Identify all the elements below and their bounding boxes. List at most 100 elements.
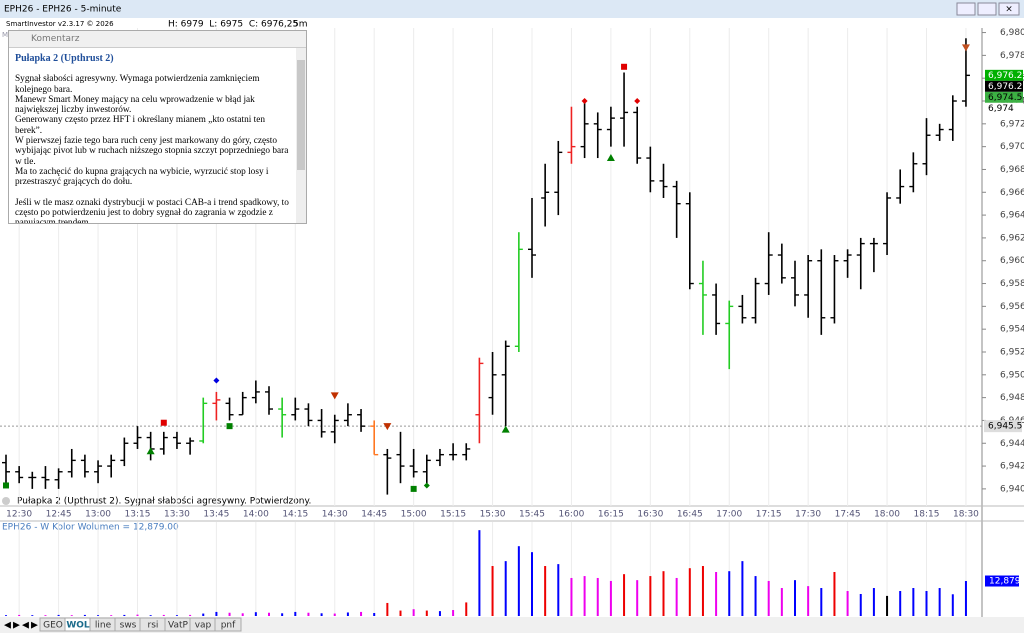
volume-bar xyxy=(951,594,954,616)
volume-bar xyxy=(346,612,349,616)
volume-bar xyxy=(57,614,60,616)
x-tick-label: 14:15 xyxy=(282,510,308,520)
nav-arrow: ▶ xyxy=(13,621,20,631)
x-tick-label: 12:30 xyxy=(6,510,32,520)
signal xyxy=(383,423,392,431)
comment-line: Sygnał słabości agresywny. Wymaga potwie… xyxy=(15,74,260,95)
signal xyxy=(621,63,628,70)
volume-bar xyxy=(162,614,165,616)
signal xyxy=(410,485,417,492)
y-tick-label: 6,942 xyxy=(1000,462,1024,472)
volume-bar xyxy=(701,566,704,616)
comment-line: Jeśli w tle masz oznaki dystrybucji w po… xyxy=(15,197,289,223)
signal xyxy=(226,423,233,430)
x-tick-label: 16:00 xyxy=(558,510,584,520)
y-tick-label: 6,948 xyxy=(1000,393,1024,403)
comment-panel: Komentarz Pułapka 2 (Upthrust 2) Sygnał … xyxy=(8,30,307,224)
volume-bar xyxy=(386,602,389,616)
nav-arrow: ◀ xyxy=(4,621,11,631)
volume-bar xyxy=(557,564,560,616)
scrollbar[interactable] xyxy=(296,48,306,223)
tab[interactable] xyxy=(214,617,242,632)
y-tick-label: 6,952 xyxy=(1000,347,1024,357)
volume-bar xyxy=(70,615,73,616)
x-tick-label: 15:30 xyxy=(480,510,506,520)
signal xyxy=(213,377,220,384)
x-tick-label: 13:30 xyxy=(164,510,190,520)
volume-bar xyxy=(412,609,415,616)
volume-bar xyxy=(583,576,586,616)
volume-bar xyxy=(609,580,612,616)
comment-paragraph: Jeśli w tle masz oznaki dystrybucji w po… xyxy=(15,198,289,223)
volume-bar xyxy=(438,611,441,616)
y-tick-label: 6,960 xyxy=(1000,256,1024,266)
tab-label: WOL xyxy=(66,621,90,631)
volume-bar xyxy=(899,591,902,616)
volume-bar xyxy=(491,566,494,616)
comment-body: Pułapka 2 (Upthrust 2) Sygnał słabości a… xyxy=(9,48,295,223)
signal xyxy=(581,98,588,105)
x-tick-label: 17:45 xyxy=(835,510,861,520)
tab-label: line xyxy=(95,621,112,631)
x-tick-label: 15:00 xyxy=(401,510,427,520)
tab-label: sws xyxy=(120,621,137,631)
reference-label-bg xyxy=(984,420,1022,433)
x-tick-label: 16:45 xyxy=(677,510,703,520)
y-tick-label: 6,970 xyxy=(1000,142,1024,152)
price-marker-bg xyxy=(985,69,1023,81)
title-bar xyxy=(0,0,1024,18)
signal xyxy=(961,44,970,52)
comment-text: Sygnał słabości agresywny. Wymaga potwie… xyxy=(15,74,289,223)
volume-bar xyxy=(31,615,34,616)
signal xyxy=(423,482,430,489)
comment-tab[interactable]: Komentarz xyxy=(9,31,306,48)
volume-bar xyxy=(662,571,665,616)
hlc: H: 6979 L: 6975 C: 6976,25 xyxy=(168,20,298,30)
volume-bar xyxy=(741,561,744,616)
x-tick-label: 14:00 xyxy=(243,510,269,520)
tab-bar xyxy=(0,617,1024,633)
volume-bar xyxy=(281,613,284,616)
volume-bar xyxy=(636,580,639,616)
volume-bar xyxy=(241,613,244,616)
volume-bar xyxy=(833,571,836,616)
volume-bar xyxy=(872,588,875,616)
y-tick-label: 6,940 xyxy=(1000,484,1024,494)
volume-bar xyxy=(399,610,402,616)
x-tick-label: 18:15 xyxy=(914,510,940,520)
volume-bar xyxy=(452,610,455,616)
minimize-button[interactable] xyxy=(956,2,976,16)
y-tick-label: 6,972 xyxy=(1000,119,1024,129)
maximize-button[interactable] xyxy=(977,2,997,16)
volume-bar xyxy=(859,593,862,616)
status-text: Pułapka 2 (Upthrust 2). Sygnał słabości … xyxy=(17,496,311,507)
scroll-thumb[interactable] xyxy=(297,60,305,170)
x-tick-label: 13:45 xyxy=(203,510,229,520)
volume-bar xyxy=(373,613,376,616)
signal xyxy=(160,419,167,426)
x-tick-label: 16:15 xyxy=(598,510,624,520)
tab-label: GEO xyxy=(43,621,63,631)
volume-bar xyxy=(202,613,205,616)
volume-bar xyxy=(964,581,967,616)
close-button[interactable] xyxy=(998,2,1020,16)
volume-bar xyxy=(728,571,731,616)
x-tick-label: 13:00 xyxy=(85,510,111,520)
nav-arrow: ▶ xyxy=(31,621,38,631)
y-tick-label: 6,964 xyxy=(1000,211,1024,221)
volume-bar xyxy=(320,613,323,616)
volume-bar xyxy=(517,546,520,616)
tab-label: rsi xyxy=(148,621,159,631)
volume-bar xyxy=(136,614,139,616)
y-tick-label: 6,954 xyxy=(1000,325,1024,335)
volume-bar xyxy=(688,568,691,616)
signal xyxy=(3,482,9,489)
price-marker-bg xyxy=(985,80,1023,92)
volume-bar xyxy=(5,615,7,616)
comment-line: Generowany często przez HFT i określany … xyxy=(15,115,265,136)
comment-line: Ma to zachęcić do kupna grających na wyb… xyxy=(15,166,269,188)
x-tick-label: 18:30 xyxy=(953,510,979,520)
x-tick-label: 17:30 xyxy=(795,510,821,520)
volume-bar xyxy=(767,580,770,616)
